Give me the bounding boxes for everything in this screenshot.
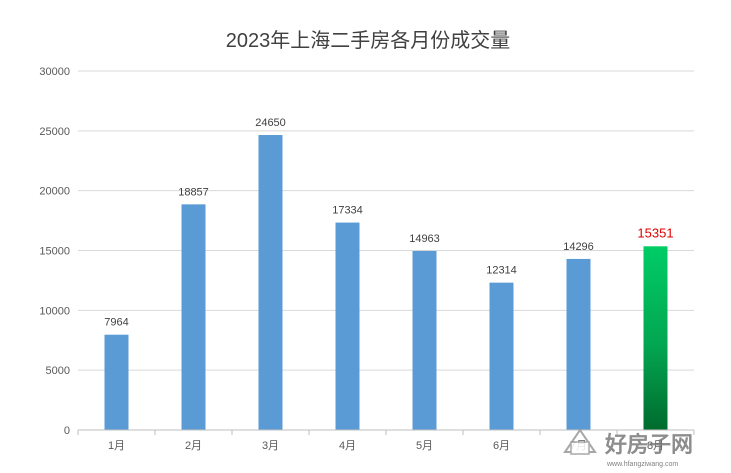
y-axis-ticks: 0 5000 10000 15000 20000 25000 30000 [39, 66, 70, 437]
y-tick-label: 0 [64, 425, 70, 437]
gridlines [78, 70, 694, 371]
data-label: 24650 [255, 117, 286, 129]
bar [181, 204, 206, 430]
y-tick-label: 30000 [39, 66, 70, 78]
y-tick-label: 15000 [39, 246, 70, 258]
x-tick-label: 6月 [493, 440, 510, 452]
y-tick-label: 25000 [39, 126, 70, 138]
x-tick-label: 3月 [262, 440, 279, 452]
bar [258, 135, 283, 430]
data-label: 7964 [104, 317, 128, 329]
data-label: 12314 [486, 265, 517, 277]
y-tick-label: 5000 [46, 365, 70, 377]
bar [412, 250, 437, 430]
watermark: 好房子网 www.hfangziwang.com [563, 428, 693, 468]
y-tick-label: 10000 [39, 305, 70, 317]
bar [335, 222, 360, 430]
data-label: 14296 [563, 241, 594, 253]
bar-highlight [643, 246, 668, 430]
data-label: 18857 [178, 186, 209, 198]
x-tick-label: 2月 [185, 440, 202, 452]
x-tick-label: 5月 [416, 440, 433, 452]
bar [489, 282, 514, 430]
x-tick-label: 8月 [647, 440, 664, 452]
watermark-url: www.hfangziwang.com [606, 461, 678, 468]
data-label: 17334 [332, 205, 363, 217]
watermark-text: 好房子网 [604, 432, 693, 457]
bar [566, 258, 591, 430]
x-axis-ticks: 1月2月3月4月5月6月7月8月 [77, 430, 695, 452]
house-logo-icon [563, 428, 597, 455]
x-tick-label: 1月 [108, 440, 125, 452]
bars [104, 135, 668, 430]
y-tick-label: 20000 [39, 186, 70, 198]
data-label-highlight: 15351 [637, 225, 673, 240]
chart-title: 2023年上海二手房各月份成交量 [226, 29, 511, 52]
x-tick-label: 4月 [339, 440, 356, 452]
data-label: 14963 [409, 233, 440, 245]
data-labels: 7964 18857 24650 17334 14963 12314 14296 15351 [104, 117, 673, 329]
bar [104, 334, 129, 430]
